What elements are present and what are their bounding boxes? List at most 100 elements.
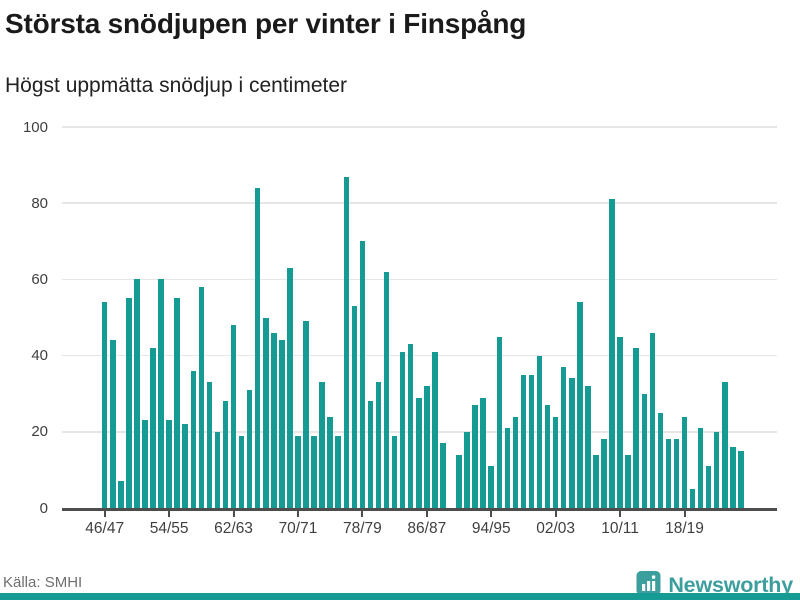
bar <box>158 279 164 508</box>
x-tick-label: 46/47 <box>85 520 125 537</box>
bar <box>577 302 583 508</box>
bar <box>440 443 446 508</box>
bar <box>118 481 124 508</box>
bar <box>222 401 229 508</box>
y-tick-label: 100 <box>22 118 48 136</box>
bar <box>246 389 253 508</box>
bar <box>327 416 333 508</box>
bar <box>279 340 285 508</box>
bar <box>673 439 680 508</box>
x-axis-line <box>62 508 777 511</box>
bar <box>254 187 261 508</box>
y-tick-label: 60 <box>31 270 48 288</box>
brand-logo: Newsworthy <box>636 570 793 600</box>
bar <box>609 199 615 508</box>
grid-line <box>62 202 777 204</box>
bar <box>311 435 317 508</box>
grid-line <box>62 126 777 128</box>
bar <box>399 351 406 508</box>
bar <box>641 393 647 508</box>
y-tick-label: 80 <box>31 194 48 212</box>
grid-line <box>62 354 777 357</box>
x-tick-label: 10/11 <box>601 520 639 537</box>
bar <box>335 435 341 508</box>
bar <box>238 435 245 508</box>
bar <box>560 367 567 508</box>
bar <box>552 416 559 508</box>
x-tick-mark <box>425 510 428 517</box>
y-tick-label: 40 <box>31 347 48 365</box>
bar <box>126 298 132 508</box>
grid-line <box>62 278 777 281</box>
bar <box>544 405 551 508</box>
bar <box>512 416 519 508</box>
x-tick-mark <box>232 510 235 517</box>
bar <box>528 374 535 508</box>
x-tick-mark <box>619 510 622 517</box>
y-tick-label: 0 <box>39 499 48 517</box>
bar <box>375 382 382 508</box>
x-tick-label: 86/87 <box>407 520 447 537</box>
bar <box>198 287 205 508</box>
x-tick-mark <box>361 510 364 517</box>
x-tick-mark <box>683 510 686 517</box>
bar <box>367 401 374 508</box>
bar <box>142 420 148 508</box>
brand-bottom-strip <box>0 593 800 600</box>
bar <box>520 374 527 508</box>
bar <box>601 439 607 508</box>
bar <box>110 340 116 508</box>
bar <box>359 241 366 508</box>
bar <box>625 454 631 508</box>
x-tick-label: 54/55 <box>149 520 189 537</box>
bar <box>569 378 575 508</box>
bar <box>190 370 197 508</box>
bar <box>271 332 277 508</box>
bar <box>730 447 736 508</box>
bar <box>722 382 728 508</box>
bar <box>391 435 398 508</box>
x-tick-mark <box>490 510 493 517</box>
bar <box>585 386 591 508</box>
x-tick-label: 02/03 <box>536 520 576 537</box>
bar <box>214 431 221 508</box>
bar <box>496 336 503 508</box>
x-tick-label: 62/63 <box>214 520 253 537</box>
bar <box>665 439 672 508</box>
brand-name: Newsworthy <box>668 572 793 597</box>
bar <box>383 271 390 508</box>
bar <box>464 431 470 508</box>
bar <box>343 176 350 508</box>
bar <box>182 424 188 508</box>
bar <box>295 435 301 508</box>
bar <box>432 351 438 508</box>
bar <box>424 386 430 508</box>
x-tick-label: 18/19 <box>665 520 704 537</box>
bar <box>456 454 462 508</box>
x-tick-label: 94/95 <box>471 520 511 537</box>
bar <box>206 382 213 508</box>
bar <box>303 321 309 508</box>
bar <box>407 344 414 508</box>
bar <box>101 302 108 508</box>
bar <box>536 355 543 508</box>
bar <box>488 466 494 508</box>
bar <box>681 416 688 508</box>
bar <box>263 317 269 508</box>
bar <box>174 298 180 508</box>
bar <box>617 336 623 508</box>
bar <box>705 466 712 508</box>
x-tick-mark <box>554 510 557 517</box>
bar <box>472 405 478 508</box>
bar <box>504 427 511 508</box>
bar <box>287 267 293 508</box>
bar <box>134 279 140 508</box>
bar <box>166 420 172 508</box>
chart-subtitle: Högst uppmätta snödjup i centimeter <box>5 74 348 97</box>
x-tick-label: 70/71 <box>278 520 318 537</box>
bar <box>738 450 744 508</box>
bar <box>657 412 664 508</box>
bar <box>416 397 422 508</box>
x-tick-mark <box>168 510 171 517</box>
